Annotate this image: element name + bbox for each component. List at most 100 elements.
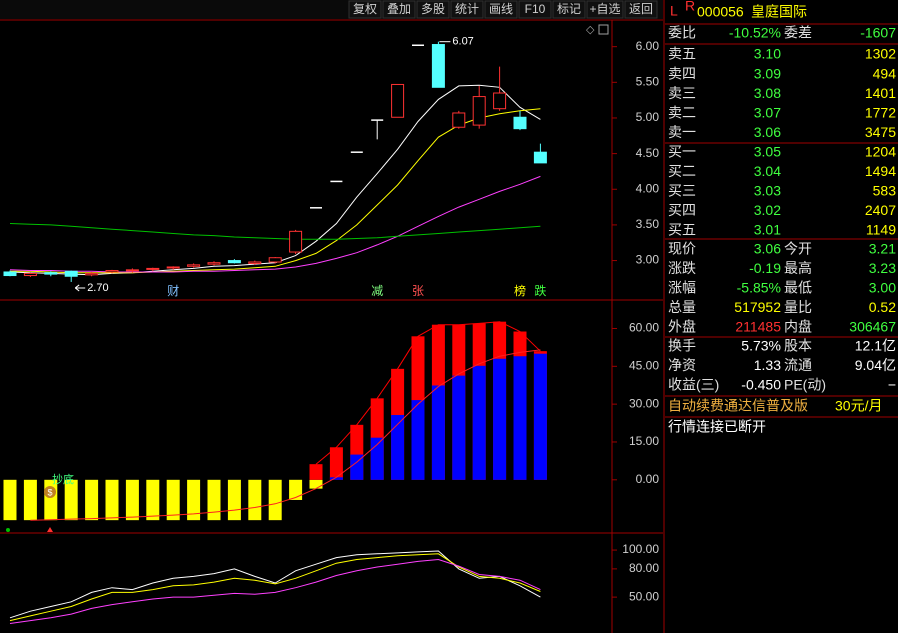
toolbar-label[interactable]: 返回	[629, 2, 653, 16]
bar	[329, 447, 343, 480]
quote-text: 皇庭国际	[751, 4, 807, 20]
quote-text: 量比	[784, 299, 812, 315]
toolbar-label[interactable]: 叠加	[387, 2, 411, 16]
quote-text: 3.09	[754, 65, 781, 81]
toolbar-button[interactable]	[586, 0, 624, 19]
quote-text: 3.08	[754, 85, 781, 101]
signal-line	[30, 349, 541, 521]
quote-text: 外盘	[668, 318, 696, 334]
candle-body	[289, 230, 303, 253]
toolbar-button[interactable]	[348, 0, 382, 19]
toolbar-label[interactable]: 标记	[557, 2, 581, 16]
quote-text: 3.00	[869, 280, 896, 296]
quote-text: 3.02	[754, 202, 781, 218]
bar	[370, 437, 384, 480]
quote-text: 2407	[865, 202, 896, 218]
quote-text: 1401	[865, 85, 896, 101]
event-label: 财	[167, 284, 179, 298]
event-label: 跌	[534, 283, 546, 298]
quote-text: 3.06	[754, 124, 781, 140]
candle-body	[431, 44, 445, 88]
candle-body	[452, 112, 466, 128]
marker	[6, 528, 10, 532]
min-label: 2.70	[87, 282, 108, 294]
quote-text: PE(动)	[784, 377, 826, 393]
quote-text: 卖四	[668, 65, 696, 81]
quote-text: 买五	[668, 221, 696, 237]
separators	[665, 23, 898, 418]
y-tick-label: 15.00	[629, 434, 659, 448]
toolbar-button[interactable]	[382, 0, 416, 19]
candle-body	[533, 151, 547, 164]
event-label: 减	[371, 284, 383, 298]
quote-text: 3.04	[754, 163, 781, 179]
quote-text: 3.05	[754, 144, 781, 160]
candle-body	[248, 261, 262, 264]
candle-body	[227, 260, 241, 264]
quote-text: 行情连接已断开	[668, 419, 766, 435]
toolbar-button[interactable]	[416, 0, 450, 19]
quote-text: -10.52%	[729, 25, 781, 41]
y-tick-label: 6.00	[636, 39, 660, 53]
quote-text: 卖五	[668, 46, 696, 62]
bar	[125, 479, 139, 521]
quote-text: 1772	[865, 105, 896, 121]
quote-text: 涨幅	[668, 280, 696, 296]
bar	[452, 375, 466, 480]
toolbar-label[interactable]: F10	[525, 2, 546, 16]
toolbar-label[interactable]: 统计	[455, 2, 479, 16]
toolbar-label[interactable]: 多股	[421, 2, 445, 16]
quote-text: 买一	[668, 144, 696, 160]
quote-text: 3475	[865, 124, 896, 140]
bar	[85, 479, 99, 521]
bar	[105, 479, 119, 521]
toolbar-label[interactable]: +自选	[589, 2, 620, 16]
candle-body	[166, 266, 180, 269]
quote-text: 股本	[784, 338, 812, 354]
y-tick-label: 50.00	[629, 589, 659, 603]
quote-text: 买二	[668, 163, 696, 179]
quote-text: -0.19	[749, 260, 781, 276]
quote-text: 卖二	[668, 105, 696, 121]
marker	[47, 527, 53, 532]
toolbar-button[interactable]	[624, 0, 658, 19]
bar	[289, 479, 303, 500]
candle-body	[187, 264, 201, 267]
y-tick-label: 4.00	[636, 181, 660, 195]
toolbar-button[interactable]	[484, 0, 518, 19]
quote-text: 卖一	[668, 124, 696, 140]
quote-text: 流通	[784, 357, 812, 373]
candle-body	[3, 271, 17, 277]
toolbar-label[interactable]: 复权	[353, 2, 377, 16]
icon[interactable]	[598, 24, 609, 35]
toolbar-button[interactable]	[552, 0, 586, 19]
annotation-arrow	[74, 284, 86, 292]
event-label: 榜	[514, 283, 526, 298]
bar	[350, 454, 364, 480]
toolbar-button[interactable]	[450, 0, 484, 19]
ma-line	[10, 108, 541, 274]
quote-text: 583	[873, 183, 897, 199]
quote-text: 总量	[668, 299, 696, 315]
bar	[64, 479, 78, 521]
quote-text: 自动续费通达信普及版	[668, 398, 808, 414]
y-tick-label: 5.50	[636, 74, 660, 88]
toolbar-label[interactable]: 画线	[489, 2, 513, 16]
quote-text: 0.52	[869, 299, 896, 315]
quote-text: 收益(三)	[668, 377, 719, 393]
max-label: 6.07	[452, 36, 473, 48]
toolbar-button[interactable]	[518, 0, 552, 19]
quote-text: 12.1亿	[855, 338, 896, 354]
quote-text: 000056	[697, 4, 744, 20]
quote-text: 买四	[668, 202, 696, 218]
quote-text: 今开	[784, 241, 812, 257]
quote-text: -5.85%	[737, 280, 781, 296]
outline-line	[315, 321, 541, 465]
bar	[431, 385, 445, 480]
candle-body	[493, 92, 507, 110]
icon[interactable]: ◇	[586, 24, 595, 36]
quote-text: 委差	[784, 25, 812, 41]
quote-text: 494	[873, 65, 897, 81]
